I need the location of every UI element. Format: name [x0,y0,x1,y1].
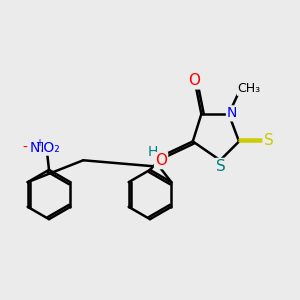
Text: N: N [227,106,237,120]
Text: O: O [188,73,200,88]
Text: H: H [148,146,158,159]
Text: S: S [264,133,274,148]
Text: -: - [22,141,27,154]
Text: N: N [30,141,40,154]
Text: S: S [216,159,226,174]
Text: O: O [155,153,167,168]
Text: NO₂: NO₂ [34,141,61,154]
Text: +: + [35,138,44,148]
Text: CH₃: CH₃ [238,82,261,95]
